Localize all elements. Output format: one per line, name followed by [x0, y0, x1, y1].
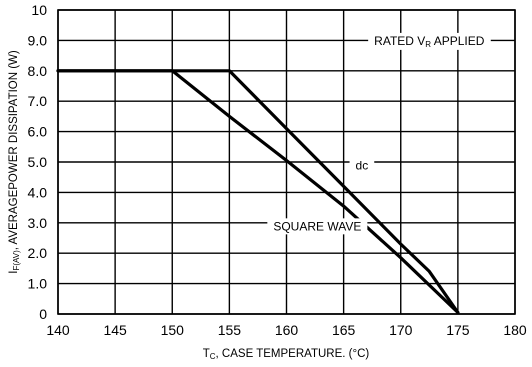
x-tick-label: 180 [503, 322, 527, 338]
y-tick-label: 9.0 [28, 32, 48, 48]
y-tick-label: 8.0 [28, 63, 48, 79]
y-tick-label: 3.0 [28, 215, 48, 231]
x-tick-label: 175 [446, 322, 470, 338]
series-line-square-wave [56, 69, 460, 315]
x-tick-label: 150 [161, 322, 185, 338]
annotation-text: SQUARE WAVE [273, 219, 361, 233]
y-axis-label: IF(AV), AVERAGEPOWER DISSIPATION (W) [8, 50, 21, 274]
y-tick-label: 4.0 [28, 184, 48, 200]
annotation-text: RATED VR APPLIED [374, 34, 485, 49]
x-tick-label: 155 [218, 322, 242, 338]
y-tick-labels: 0 1.0 2.0 3.0 4.0 5.0 6.0 7.0 8.0 9.0 10 [28, 2, 48, 322]
y-tick-label: 7.0 [28, 93, 48, 109]
annotation-background [349, 157, 375, 174]
x-tick-labels: 140 145 150 155 160 165 170 175 180 [46, 322, 527, 338]
series-line-dc [56, 69, 460, 315]
x-tick-label: 160 [275, 322, 299, 338]
x-tick-label: 170 [389, 322, 413, 338]
x-tick-label: 145 [103, 322, 127, 338]
y-tick-label: 0 [39, 306, 47, 322]
plot-frame [57, 9, 516, 315]
annotation-background [368, 32, 491, 50]
y-tick-label: 5.0 [28, 154, 48, 170]
annotation-dc: dc [349, 157, 375, 174]
y-tick-label: 2.0 [28, 245, 48, 261]
y-tick-label: 1.0 [28, 276, 48, 292]
annotations: RATED VR APPLIED dc SQUARE WAVE [267, 32, 491, 235]
x-axis-label: TC, CASE TEMPERATURE. (°C) [203, 348, 370, 361]
annotation-rated: RATED VR APPLIED [368, 32, 491, 50]
annotation-background [267, 218, 368, 235]
series-lines [56, 69, 460, 315]
y-tick-label: 6.0 [28, 124, 48, 140]
annotation-square: SQUARE WAVE [267, 218, 368, 235]
y-tick-label: 10 [31, 2, 47, 18]
x-tick-label: 165 [332, 322, 356, 338]
x-tick-label: 140 [46, 322, 70, 338]
annotation-text: dc [356, 159, 369, 173]
